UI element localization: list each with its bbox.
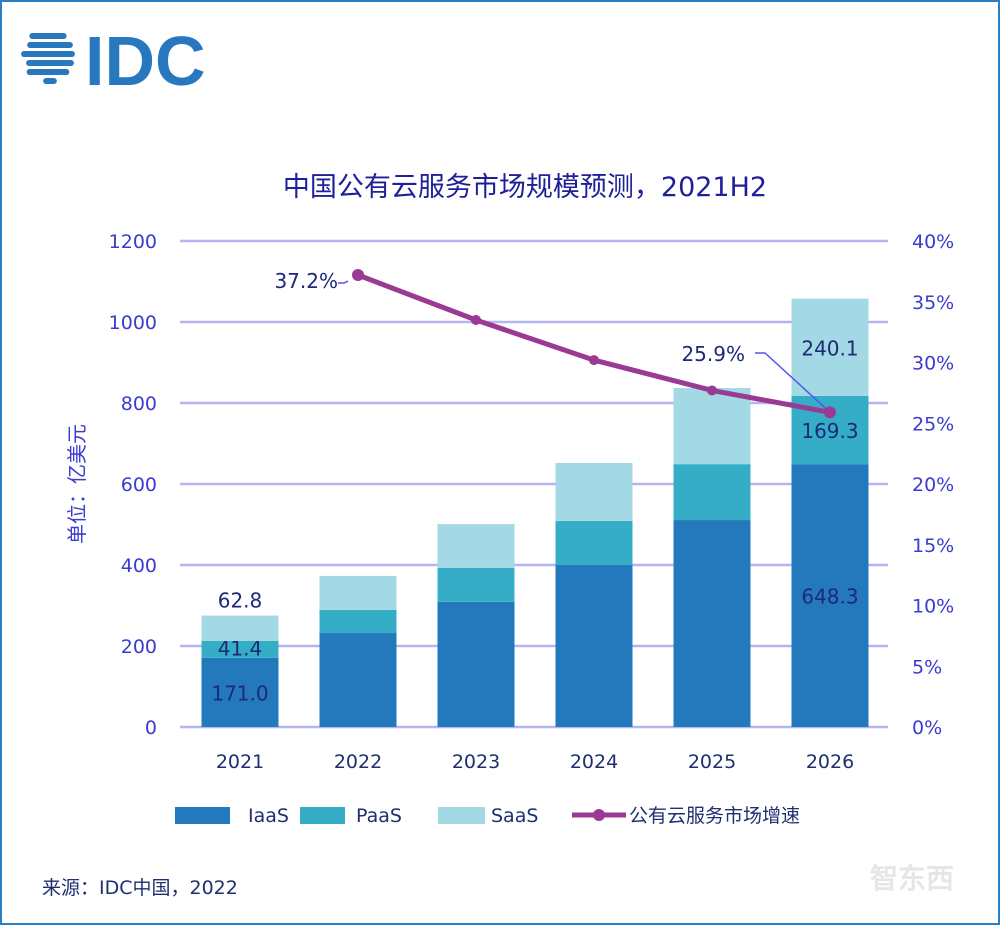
bar-paas-2023 (437, 567, 515, 602)
leader-line (338, 280, 349, 284)
x-tick-label: 2025 (688, 751, 736, 773)
legend-marker (593, 809, 605, 821)
logo-stripe (29, 33, 67, 39)
bar-saas-2024 (555, 462, 633, 521)
data-label: 171.0 (211, 681, 268, 705)
bar-iaas-2023 (437, 601, 515, 727)
line-label: 25.9% (681, 342, 745, 366)
legend-item-growth: 公有云服务市场增速 (572, 805, 800, 827)
x-tick-label: 2023 (452, 751, 500, 773)
idc-logo: IDC (21, 22, 206, 100)
y2-tick-label: 40% (912, 231, 954, 253)
data-label: 240.1 (801, 336, 858, 360)
source-note: 来源：IDC中国，2022 (42, 877, 238, 899)
y2-tick-label: 20% (912, 474, 954, 496)
watermark: 智东西 (870, 862, 954, 895)
growth-point (352, 269, 364, 282)
legend-item-iaas: IaaS (175, 805, 289, 827)
globe-icon (21, 33, 75, 84)
y2-tick-label: 25% (912, 413, 954, 435)
bar-iaas-2026 (791, 464, 869, 727)
x-tick-label: 2021 (216, 751, 264, 773)
y-tick-label: 200 (121, 636, 157, 658)
legend-item-paas: PaaS (300, 805, 402, 827)
y-axis-label: 单位：亿美元 (65, 424, 89, 544)
bar-paas-2022 (319, 609, 397, 634)
growth-point (824, 406, 836, 419)
legend-label: IaaS (248, 805, 289, 827)
legend-swatch (175, 807, 230, 824)
chart-title: 中国公有云服务市场规模预测，2021H2 (283, 172, 767, 203)
y-tick-label: 1200 (109, 231, 157, 253)
y-tick-label: 1000 (109, 312, 157, 334)
y2-tick-label: 30% (912, 353, 954, 375)
bar-iaas-2022 (319, 633, 397, 727)
growth-line (357, 272, 831, 415)
legend-swatch (300, 807, 345, 824)
bar-saas-2023 (437, 524, 515, 568)
line-label: 37.2% (274, 269, 338, 293)
leader-line (755, 352, 831, 413)
bar-saas-2026 (791, 298, 869, 396)
legend-swatch (438, 807, 485, 824)
bar-saas-2025 (673, 388, 751, 465)
bar-saas-2021 (201, 615, 279, 641)
y2-tick-label: 15% (912, 535, 954, 557)
data-label: 169.3 (801, 419, 858, 443)
growth-point (589, 355, 599, 366)
bar-saas-2022 (319, 575, 397, 610)
y-tick-label: 800 (121, 393, 157, 415)
logo-stripe (21, 51, 75, 57)
y-tick-label: 600 (121, 474, 157, 496)
data-label: 62.8 (218, 589, 263, 613)
bar-paas-2025 (673, 464, 751, 521)
bar-paas-2024 (555, 520, 633, 565)
x-tick-label: 2024 (570, 751, 618, 773)
bar-iaas-2021 (201, 657, 279, 727)
growth-point (471, 314, 481, 325)
y-tick-label: 0 (145, 717, 157, 739)
x-tick-label: 2022 (334, 751, 382, 773)
logo-stripe (43, 78, 57, 84)
data-label: 648.3 (801, 585, 858, 609)
bar-iaas-2025 (673, 520, 751, 727)
logo-stripe (26, 69, 70, 75)
logo-text: IDC (85, 22, 206, 100)
logo-stripe (27, 42, 73, 48)
legend-label: PaaS (356, 805, 402, 827)
legend-item-saas: SaaS (438, 805, 538, 827)
y2-tick-label: 0% (912, 717, 942, 739)
bar-iaas-2024 (555, 565, 633, 727)
y-tick-label: 400 (121, 555, 157, 577)
logo-stripe (26, 60, 74, 66)
y2-tick-label: 10% (912, 596, 954, 618)
y2-tick-label: 35% (912, 292, 954, 314)
legend-label: SaaS (491, 805, 538, 827)
bar-paas-2021 (201, 640, 279, 658)
x-tick-label: 2026 (806, 751, 854, 773)
y2-tick-label: 5% (912, 656, 942, 678)
growth-point (707, 385, 717, 396)
legend-label: 公有云服务市场增速 (629, 805, 800, 827)
